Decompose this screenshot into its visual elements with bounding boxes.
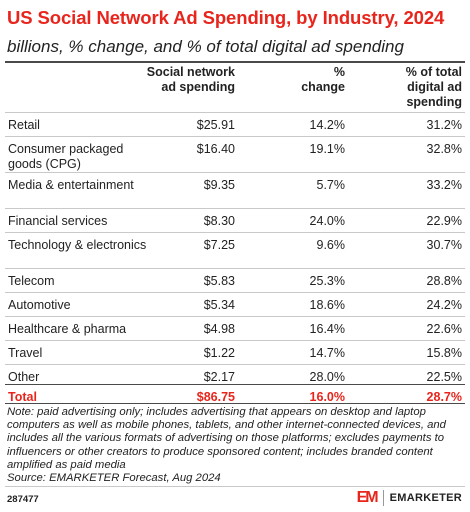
row-percent-change: 16.0% bbox=[309, 390, 345, 404]
column-header-change-line-2: change bbox=[301, 80, 345, 94]
row-category: Technology & electronics bbox=[8, 238, 147, 252]
table-row: Consumer packaged goods (CPG) $16.40 19.1%… bbox=[5, 136, 465, 171]
row-category: Automotive bbox=[8, 298, 71, 312]
row-category: Media & entertainment bbox=[8, 178, 134, 192]
row-percent-change: 28.0% bbox=[309, 370, 345, 384]
row-category: Healthcare & pharma bbox=[8, 322, 127, 336]
total-row: Total $86.75 16.0% 28.7% bbox=[5, 384, 465, 404]
row-percent-change: 18.6% bbox=[309, 298, 345, 312]
row-ad-spending: $25.91 bbox=[196, 118, 235, 132]
row-category: Consumer packaged goods (CPG) bbox=[8, 142, 124, 171]
row-percent-change: 25.3% bbox=[309, 274, 345, 288]
row-ad-spending: $8.30 bbox=[203, 214, 235, 228]
row-percent-change: 16.4% bbox=[309, 322, 345, 336]
row-percent-of-total: 22.9% bbox=[426, 214, 462, 228]
row-percent-of-total: 24.2% bbox=[426, 298, 462, 312]
row-percent-of-total: 31.2% bbox=[426, 118, 462, 132]
table-row: Travel $1.22 14.7% 15.8% bbox=[5, 340, 465, 360]
row-percent-change: 14.2% bbox=[309, 118, 345, 132]
row-percent-of-total: 22.5% bbox=[426, 370, 462, 384]
column-header-change: % change bbox=[301, 65, 345, 95]
row-percent-of-total: 28.7% bbox=[426, 390, 462, 404]
column-header-change-line-1: % bbox=[333, 65, 345, 79]
bottom-divider bbox=[5, 403, 465, 404]
brand-name: EMARKETER bbox=[389, 492, 462, 504]
row-percent-change: 5.7% bbox=[316, 178, 346, 192]
column-header-share-line-3: spending bbox=[406, 95, 462, 109]
table-row: Telecom $5.83 25.3% 28.8% bbox=[5, 268, 465, 288]
row-percent-change: 19.1% bbox=[309, 142, 345, 156]
row-category: Total bbox=[8, 390, 37, 404]
footnote: Note: paid advertising only; includes ad… bbox=[7, 406, 446, 471]
logo-separator bbox=[382, 490, 384, 506]
row-category: Financial services bbox=[8, 214, 108, 228]
row-ad-spending: $86.75 bbox=[196, 390, 235, 404]
top-divider bbox=[5, 61, 465, 63]
table-row: Automotive $5.34 18.6% 24.2% bbox=[5, 292, 465, 312]
row-percent-change: 24.0% bbox=[309, 214, 345, 228]
row-ad-spending: $4.98 bbox=[203, 322, 235, 336]
row-ad-spending: $5.83 bbox=[203, 274, 235, 288]
row-percent-of-total: 22.6% bbox=[426, 322, 462, 336]
row-ad-spending: $2.17 bbox=[203, 370, 235, 384]
row-category: Telecom bbox=[8, 274, 55, 288]
column-header-spending-line-1: Social network bbox=[146, 65, 235, 79]
footer-divider bbox=[5, 486, 465, 487]
row-percent-of-total: 33.2% bbox=[426, 178, 462, 192]
row-ad-spending: $5.34 bbox=[203, 298, 235, 312]
row-percent-change: 9.6% bbox=[316, 238, 346, 252]
chart-subtitle: billions, % change, and % of total digit… bbox=[7, 37, 404, 56]
table-row: Financial services $8.30 24.0% 22.9% bbox=[5, 208, 465, 228]
column-header-share-line-2: digital ad bbox=[407, 80, 462, 94]
chart-id: 287477 bbox=[7, 494, 39, 505]
row-percent-of-total: 15.8% bbox=[426, 346, 462, 360]
row-ad-spending: $1.22 bbox=[203, 346, 235, 360]
column-header-share-line-1: % of total bbox=[405, 65, 462, 79]
row-percent-of-total: 30.7% bbox=[426, 238, 462, 252]
table-row: Technology & electronics $7.25 9.6% 30.7% bbox=[5, 232, 465, 252]
column-header-spending: Social network ad spending bbox=[147, 65, 235, 95]
row-category: Travel bbox=[8, 346, 43, 360]
row-percent-of-total: 28.8% bbox=[426, 274, 462, 288]
column-header-share: % of total digital ad spending bbox=[406, 65, 462, 110]
row-category: Other bbox=[8, 370, 40, 384]
row-ad-spending: $7.25 bbox=[203, 238, 235, 252]
row-percent-change: 14.7% bbox=[309, 346, 345, 360]
row-category: Retail bbox=[8, 118, 40, 132]
row-ad-spending: $9.35 bbox=[203, 178, 235, 192]
table-row: Healthcare & pharma $4.98 16.4% 22.6% bbox=[5, 316, 465, 336]
column-header-spending-line-2: ad spending bbox=[161, 80, 235, 94]
table-row: Other $2.17 28.0% 22.5% bbox=[5, 364, 465, 384]
row-percent-of-total: 32.8% bbox=[426, 142, 462, 156]
source-line: Source: EMARKETER Forecast, Aug 2024 bbox=[7, 472, 221, 484]
brand-logo: EM EMARKETER bbox=[357, 489, 462, 507]
brand-mark-icon: EM bbox=[356, 489, 379, 506]
table-row: Retail $25.91 14.2% 31.2% bbox=[5, 112, 465, 132]
chart-title: US Social Network Ad Spending, by Indust… bbox=[7, 7, 445, 28]
row-ad-spending: $16.40 bbox=[196, 142, 235, 156]
table-row: Media & entertainment $9.35 5.7% 33.2% bbox=[5, 172, 465, 192]
